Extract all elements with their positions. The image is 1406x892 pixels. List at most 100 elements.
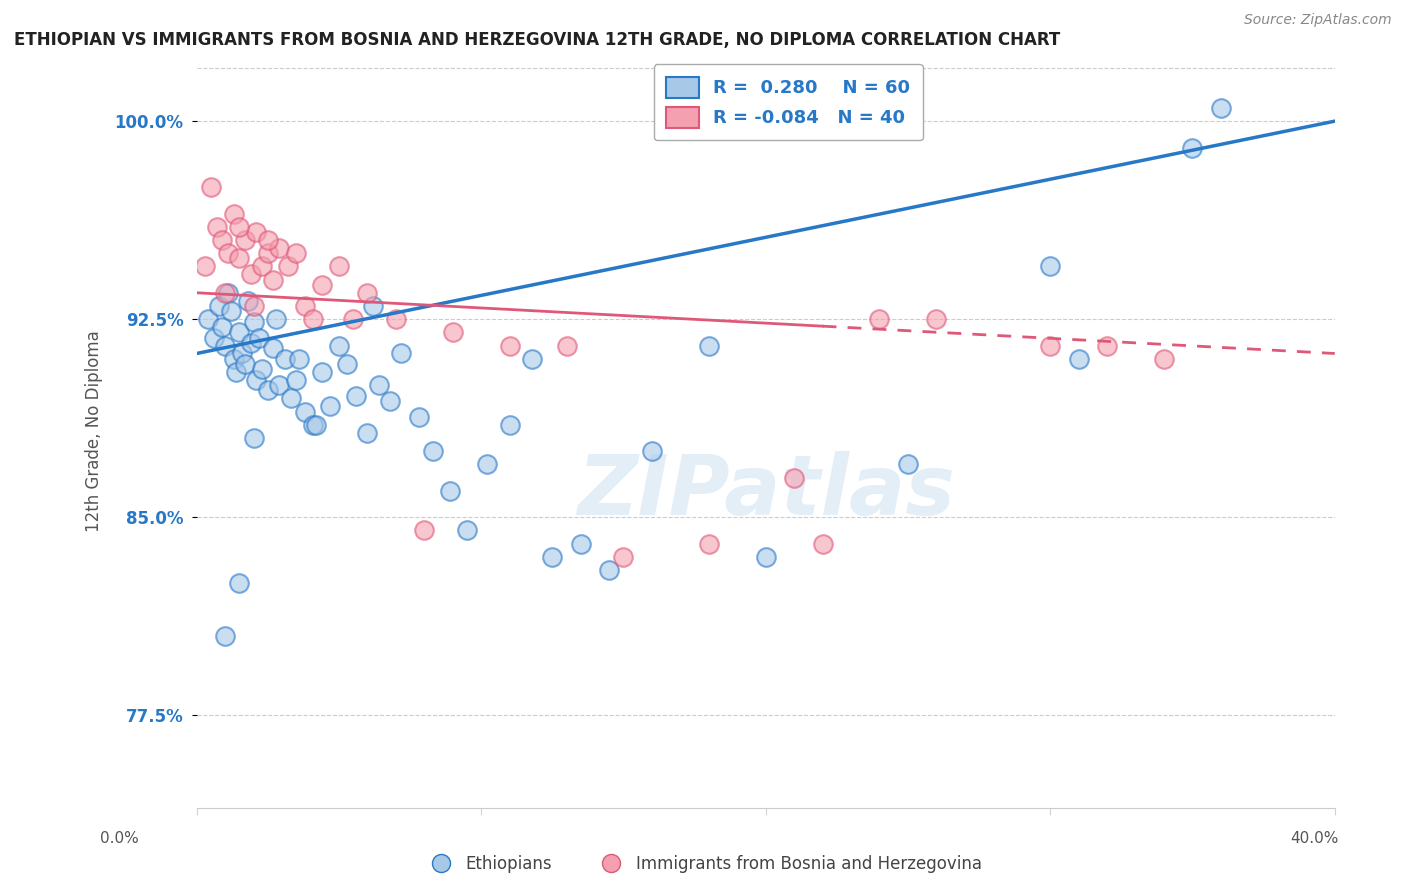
Point (356, 425, 378, 440)
Point (269, 241, 291, 255)
Point (247, 331, 270, 345)
Point (233, 233, 256, 247)
Point (897, 458, 920, 472)
Point (214, 285, 236, 300)
Legend: R =  0.280    N = 60, R = -0.084   N = 40: R = 0.280 N = 60, R = -0.084 N = 40 (654, 64, 924, 140)
Point (456, 524, 478, 538)
Point (475, 458, 498, 472)
Point (239, 267, 262, 281)
Point (1209, 101, 1232, 115)
Point (1067, 351, 1090, 366)
Point (384, 312, 406, 326)
Point (194, 260, 217, 274)
Point (239, 335, 262, 350)
Point (1153, 351, 1175, 366)
Point (869, 312, 891, 326)
Point (439, 483, 461, 498)
Point (222, 351, 245, 366)
Point (311, 277, 333, 292)
Point (228, 219, 250, 234)
Point (217, 285, 239, 300)
Point (256, 384, 278, 398)
Point (498, 338, 520, 352)
Point (262, 272, 284, 286)
Point (342, 312, 364, 326)
Point (569, 536, 592, 550)
Text: ZIPatlas: ZIPatlas (576, 451, 955, 532)
Point (250, 362, 273, 376)
Point (211, 320, 233, 334)
Point (205, 219, 228, 234)
Point (1039, 338, 1062, 352)
Point (245, 373, 267, 387)
Point (236, 293, 259, 308)
Point (280, 392, 302, 406)
Point (311, 365, 333, 379)
Point (356, 285, 378, 300)
Point (219, 304, 242, 318)
Point (285, 246, 308, 260)
Point (344, 389, 367, 403)
Point (1095, 338, 1118, 352)
Point (361, 299, 384, 313)
Point (262, 341, 284, 355)
Point (231, 346, 253, 360)
Point (305, 417, 328, 432)
Point (225, 365, 247, 379)
Point (202, 331, 225, 345)
Text: Source: ZipAtlas.com: Source: ZipAtlas.com (1244, 13, 1392, 28)
Point (391, 346, 413, 360)
Point (598, 563, 620, 577)
Point (256, 233, 278, 247)
Point (211, 233, 233, 247)
Point (755, 549, 778, 564)
Point (242, 315, 264, 329)
Point (925, 312, 948, 326)
Legend: Ethiopians, Immigrants from Bosnia and Herzegovina: Ethiopians, Immigrants from Bosnia and H… (418, 848, 988, 880)
Point (228, 576, 250, 591)
Point (612, 549, 634, 564)
Point (197, 312, 219, 326)
Point (413, 524, 436, 538)
Point (555, 338, 578, 352)
Point (319, 399, 342, 413)
Point (245, 225, 267, 239)
Point (285, 373, 308, 387)
Point (541, 549, 564, 564)
Point (1181, 140, 1204, 154)
Point (222, 206, 245, 220)
Point (256, 246, 278, 260)
Point (697, 338, 720, 352)
Point (214, 338, 236, 352)
Point (214, 629, 236, 643)
Point (274, 351, 297, 366)
Point (408, 409, 430, 424)
Point (336, 357, 359, 371)
Point (217, 246, 239, 260)
Point (228, 252, 250, 266)
Point (242, 431, 264, 445)
Point (328, 260, 350, 274)
Point (697, 536, 720, 550)
Y-axis label: 12th Grade, No Diploma: 12th Grade, No Diploma (86, 331, 103, 533)
Point (302, 417, 325, 432)
Point (522, 351, 544, 366)
Point (422, 444, 444, 458)
Point (277, 260, 299, 274)
Point (1039, 260, 1062, 274)
Point (288, 351, 311, 366)
Point (302, 312, 325, 326)
Text: ETHIOPIAN VS IMMIGRANTS FROM BOSNIA AND HERZEGOVINA 12TH GRADE, NO DIPLOMA CORRE: ETHIOPIAN VS IMMIGRANTS FROM BOSNIA AND … (14, 31, 1060, 49)
Point (233, 357, 256, 371)
Text: 0.0%: 0.0% (100, 831, 139, 846)
Point (378, 394, 401, 409)
Point (328, 338, 350, 352)
Point (242, 299, 264, 313)
Point (228, 326, 250, 340)
Point (200, 180, 222, 194)
Point (498, 417, 520, 432)
Point (250, 260, 273, 274)
Text: 40.0%: 40.0% (1291, 831, 1339, 846)
Point (208, 299, 231, 313)
Point (783, 470, 806, 484)
